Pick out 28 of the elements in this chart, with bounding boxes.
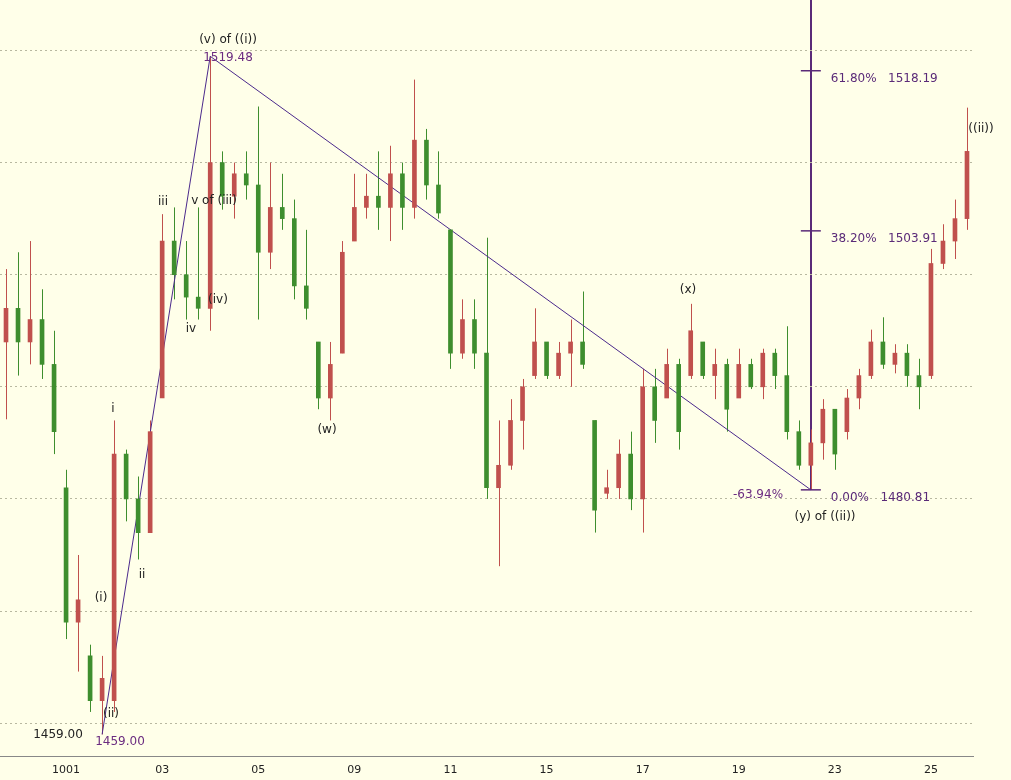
annotation: (y) of ((ii)) [794, 509, 856, 524]
annotation: (ii) [102, 706, 120, 721]
x-tick-label: 15 [539, 763, 554, 777]
annotation: (i) [94, 590, 108, 605]
x-tick-label: 11 [443, 763, 458, 777]
annotation: 1459.00 [95, 734, 145, 749]
annotation: ii [138, 567, 146, 582]
ref-line-label: 38.20% 1503.91 [830, 230, 938, 245]
annotation: iii [157, 194, 169, 209]
annotation: 1519.48 [203, 50, 253, 65]
x-tick-label: 17 [635, 763, 650, 777]
annotation: ((ii)) [968, 121, 994, 136]
x-tick-label: 05 [251, 763, 266, 777]
annotation: 1459.00 [33, 727, 83, 742]
x-tick-label: 1001 [52, 763, 81, 777]
x-tick-label: 25 [923, 763, 938, 777]
x-tick-label: 09 [347, 763, 362, 777]
ref-line-label: 61.80% 1518.19 [830, 70, 938, 85]
x-tick-label: 23 [827, 763, 842, 777]
x-tick-label: 03 [155, 763, 170, 777]
annotation: iv [185, 321, 197, 336]
annotation: (x) [679, 282, 697, 297]
annotation: i [111, 401, 115, 416]
annotation: (w) [317, 422, 337, 437]
ref-line-label: 0.00% 1480.81 [830, 489, 931, 504]
annotation: -63.94% [732, 487, 784, 502]
x-tick-label: 19 [731, 763, 746, 777]
annotation: (v) of ((i)) [199, 32, 257, 47]
